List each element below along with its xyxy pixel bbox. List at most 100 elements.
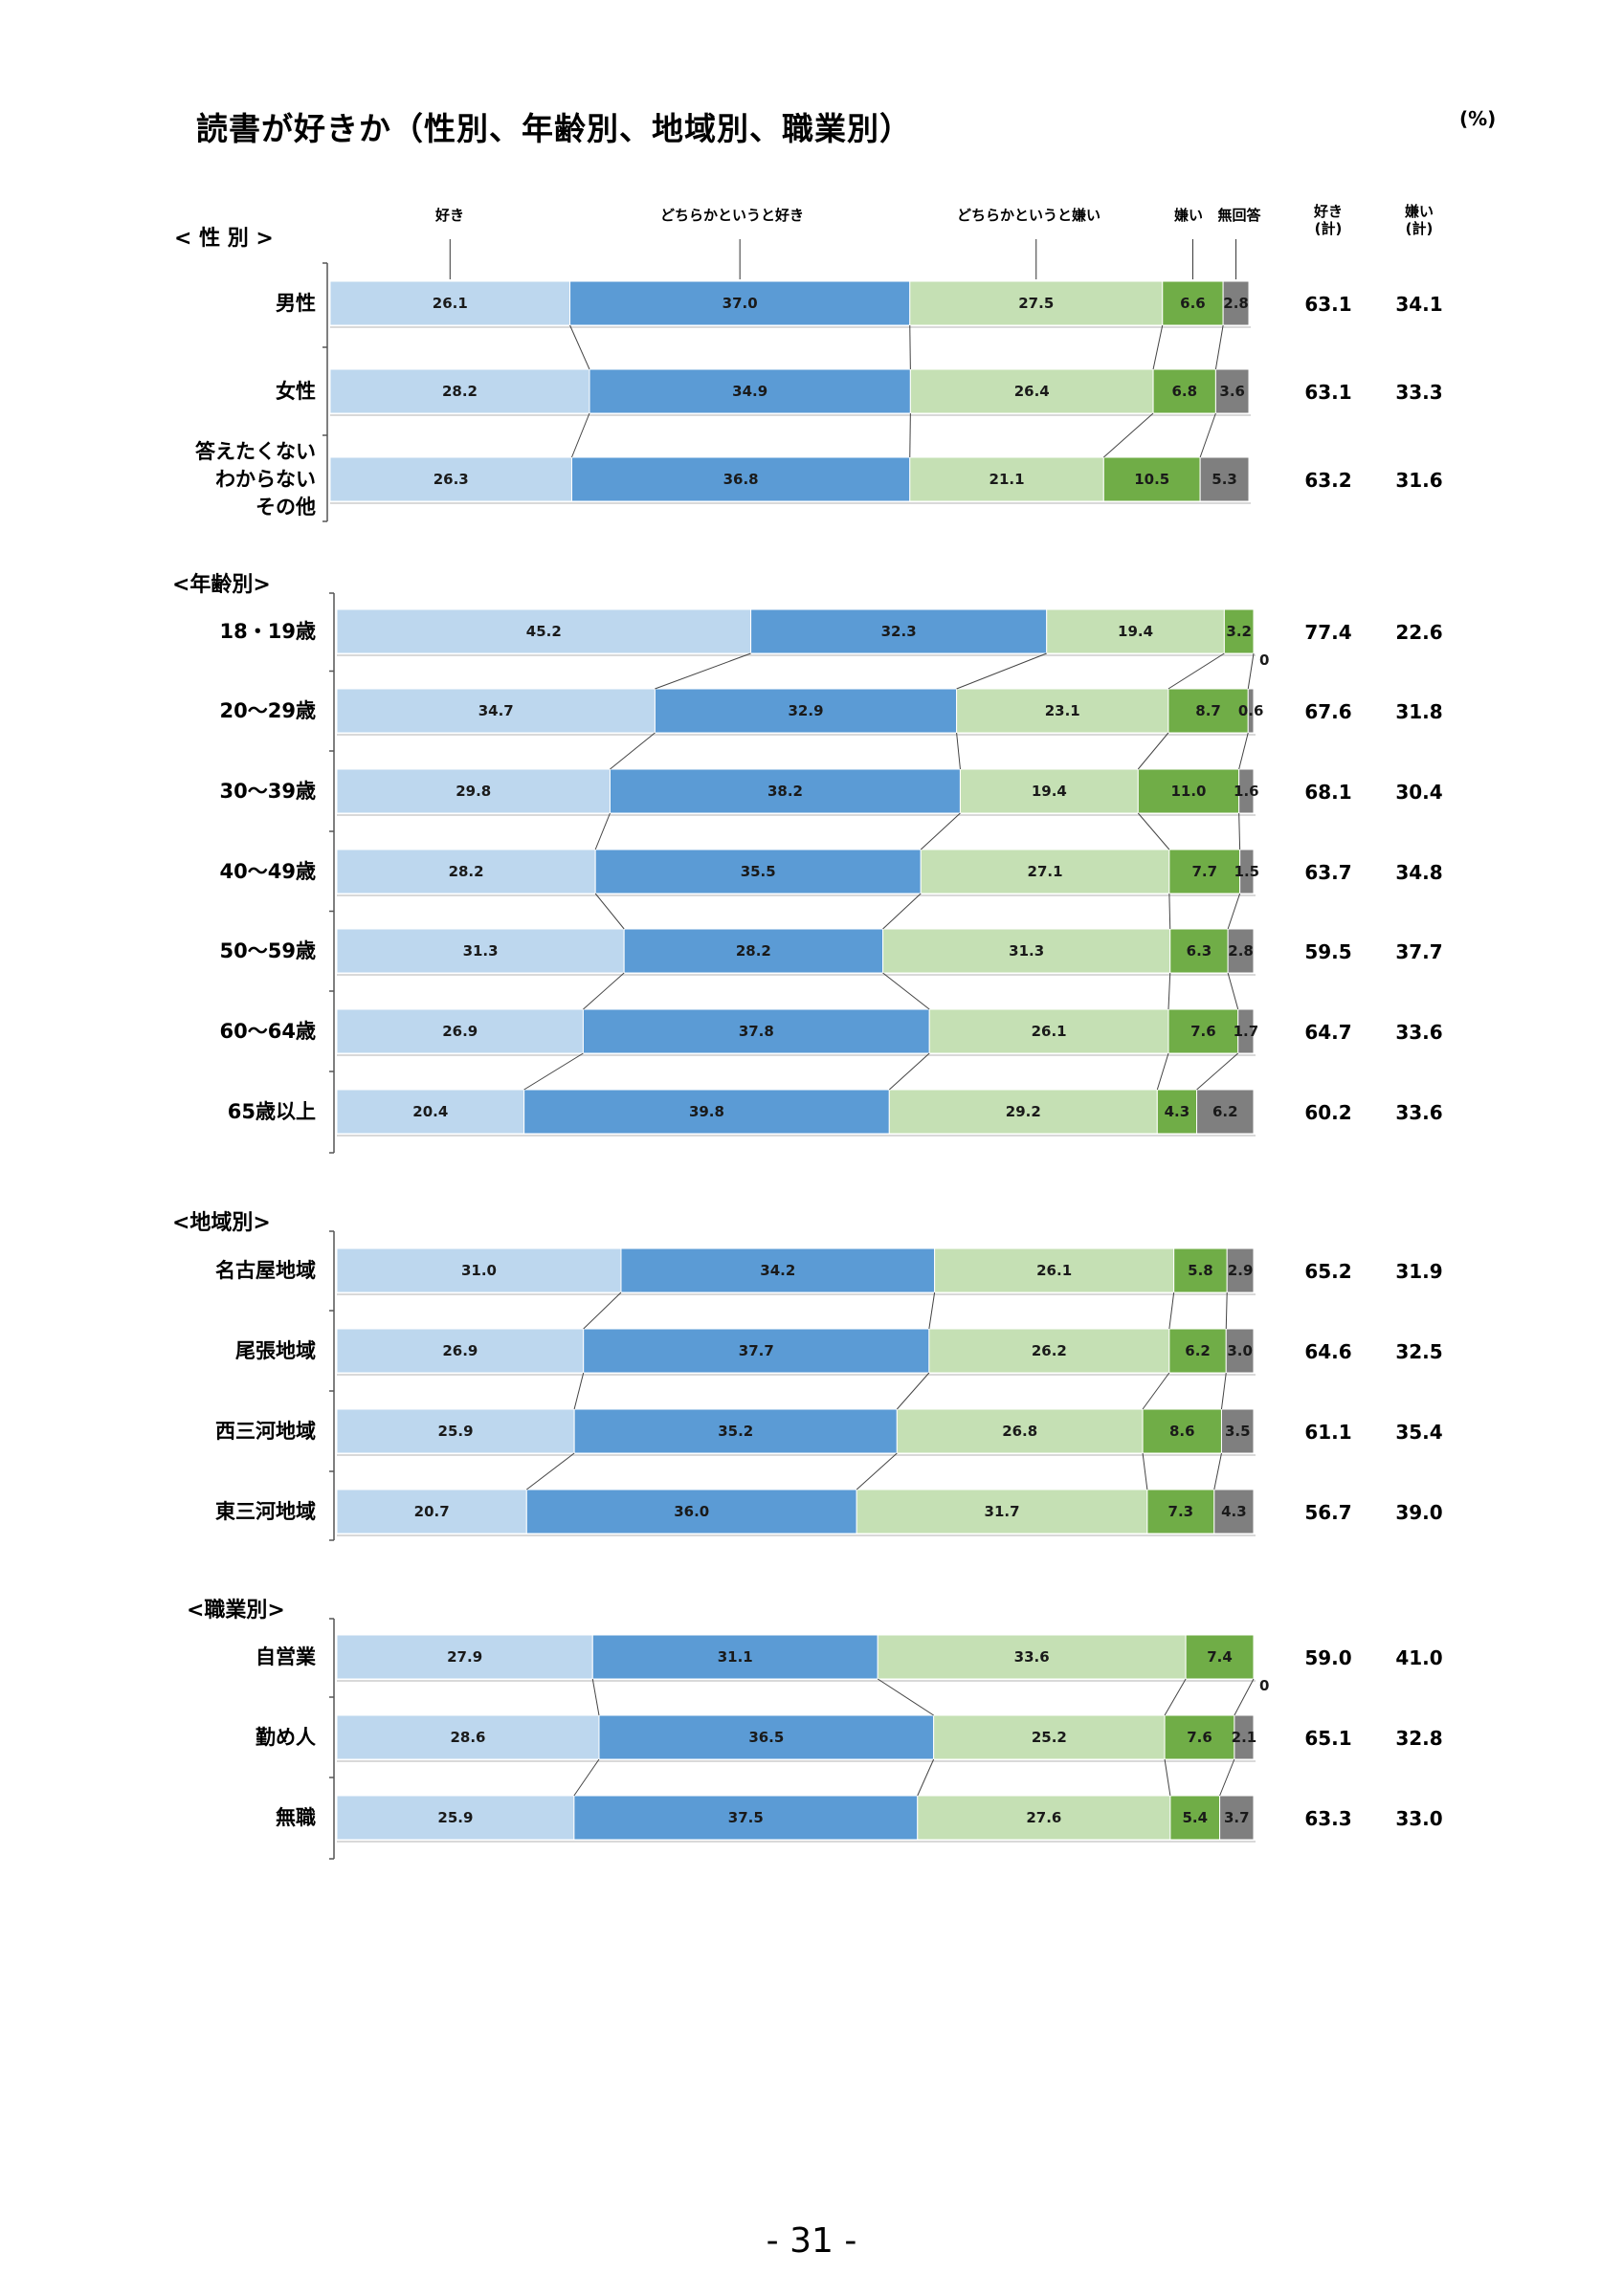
data-label: 31.7 (985, 1503, 1020, 1520)
series-connector-line (1137, 732, 1169, 770)
row-label: 18・19歳 (220, 620, 316, 643)
bar-segment-somewhat-like (591, 1634, 878, 1680)
series-connector-line (594, 893, 625, 930)
legend-label-like: 好き (434, 207, 464, 224)
data-label: 10.5 (1134, 471, 1169, 488)
series-connector-line (1196, 1052, 1239, 1091)
dislike-total-value: 32.8 (1395, 1727, 1442, 1750)
bar-segment-dislike (1164, 1714, 1235, 1760)
summary-header-like: (計) (1315, 220, 1343, 237)
series-connector-line (917, 1758, 935, 1797)
bar-segment-like (336, 849, 596, 894)
like-total-value: 63.1 (1304, 293, 1351, 316)
like-total-value: 64.7 (1304, 1021, 1351, 1044)
row-label: 勤め人 (256, 1726, 316, 1749)
data-label: 36.5 (748, 1729, 784, 1746)
series-connector-line (1227, 972, 1239, 1010)
series-connector-line (594, 812, 611, 850)
series-connector-line (1234, 1678, 1255, 1716)
series-connector-line (1199, 412, 1216, 458)
bar-segment-somewhat-dislike (934, 1247, 1175, 1293)
bar-segment-dislike (1152, 368, 1216, 414)
row-label: 無職 (276, 1806, 316, 1829)
series-connector-line (1152, 324, 1164, 370)
legend-label-somewhat-dislike: どちらかというと嫌い (957, 207, 1101, 224)
series-connector-line (1164, 1678, 1187, 1716)
data-label: 2.1 (1232, 1729, 1257, 1746)
dislike-total-value: 33.6 (1395, 1101, 1442, 1124)
series-connector-line (1238, 812, 1241, 850)
like-total-value: 59.0 (1304, 1646, 1351, 1669)
bar-segment-like (336, 1247, 622, 1293)
group-title: <地域別> (172, 1210, 271, 1235)
data-label: 23.1 (1045, 702, 1080, 719)
data-label: 2.9 (1228, 1262, 1254, 1279)
data-label: 6.8 (1171, 383, 1197, 400)
bar-segment-no-answer (1214, 368, 1250, 414)
data-label: 36.0 (674, 1503, 709, 1520)
data-label: 34.7 (478, 702, 514, 719)
bar-segment-no-answer (1196, 1089, 1255, 1135)
bar-segment-like (336, 1714, 600, 1760)
data-label: 28.2 (442, 383, 478, 400)
page-number: - 31 - (766, 2221, 857, 2261)
bar-segment-somewhat-like (582, 1008, 930, 1054)
data-label: 5.8 (1188, 1262, 1213, 1279)
series-connector-line (928, 1292, 936, 1330)
data-label: 36.8 (723, 471, 759, 488)
data-label: 7.6 (1187, 1729, 1212, 1746)
like-total-value: 60.2 (1304, 1101, 1351, 1124)
like-total-value: 68.1 (1304, 781, 1351, 804)
series-connector-line (920, 812, 961, 850)
bar-segment-dislike (1223, 608, 1255, 654)
data-label: 6.2 (1185, 1342, 1211, 1359)
bar-segment-like (336, 688, 656, 734)
data-label: 20.7 (414, 1503, 450, 1520)
bar-segment-no-answer (1226, 1247, 1255, 1293)
bar-segment-dislike (1142, 1408, 1222, 1454)
series-connector-line (610, 732, 656, 770)
data-label: 38.2 (767, 783, 803, 800)
row-label: 60～64歳 (220, 1020, 316, 1043)
data-label: 37.0 (723, 295, 758, 312)
dislike-total-value: 33.6 (1395, 1021, 1442, 1044)
series-connector-line (1213, 1452, 1222, 1490)
row-label: 西三河地域 (215, 1420, 316, 1443)
bar-segment-no-answer (1227, 928, 1255, 974)
bar-segment-no-answer (1225, 1328, 1255, 1374)
data-label: 7.3 (1168, 1503, 1194, 1520)
data-label: 7.7 (1191, 863, 1217, 880)
data-label: 26.3 (434, 471, 469, 488)
bar-segment-no-answer (1220, 1408, 1255, 1454)
data-label: 32.9 (789, 702, 824, 719)
row-label: 名古屋地域 (215, 1259, 316, 1282)
data-label: 25.9 (437, 1809, 473, 1826)
bar-segment-like (336, 1089, 525, 1135)
data-label: 37.7 (739, 1342, 774, 1359)
series-connector-line (1167, 652, 1225, 690)
bar-segment-somewhat-like (569, 280, 911, 326)
like-total-value: 64.6 (1304, 1340, 1351, 1363)
data-label: 31.1 (718, 1648, 753, 1666)
bar-segment-somewhat-dislike (920, 849, 1170, 894)
row-label: 65歳以上 (228, 1100, 316, 1123)
like-total-value: 65.2 (1304, 1260, 1351, 1283)
bar-segment-dislike (1146, 1489, 1215, 1534)
data-label: 11.0 (1170, 783, 1206, 800)
dislike-total-value: 34.1 (1395, 293, 1442, 316)
series-connector-line (909, 324, 911, 370)
bar-segment-somewhat-dislike (933, 1714, 1166, 1760)
data-label: 21.1 (989, 471, 1025, 488)
dislike-total-value: 35.4 (1395, 1421, 1442, 1444)
data-label: 3.2 (1226, 623, 1252, 640)
bar-segment-somewhat-dislike (1046, 608, 1225, 654)
data-label: 39.8 (689, 1103, 724, 1120)
page-title: 読書が好きか（性別、年齢別、地域別、職業別） (196, 110, 912, 147)
series-connector-line (583, 1292, 622, 1330)
data-label: 31.3 (463, 942, 499, 960)
legend-label-dislike: 嫌い (1173, 207, 1203, 224)
dislike-total-value: 34.8 (1395, 861, 1442, 884)
series-connector-line (1220, 1372, 1227, 1410)
dislike-total-value: 33.3 (1395, 381, 1442, 404)
